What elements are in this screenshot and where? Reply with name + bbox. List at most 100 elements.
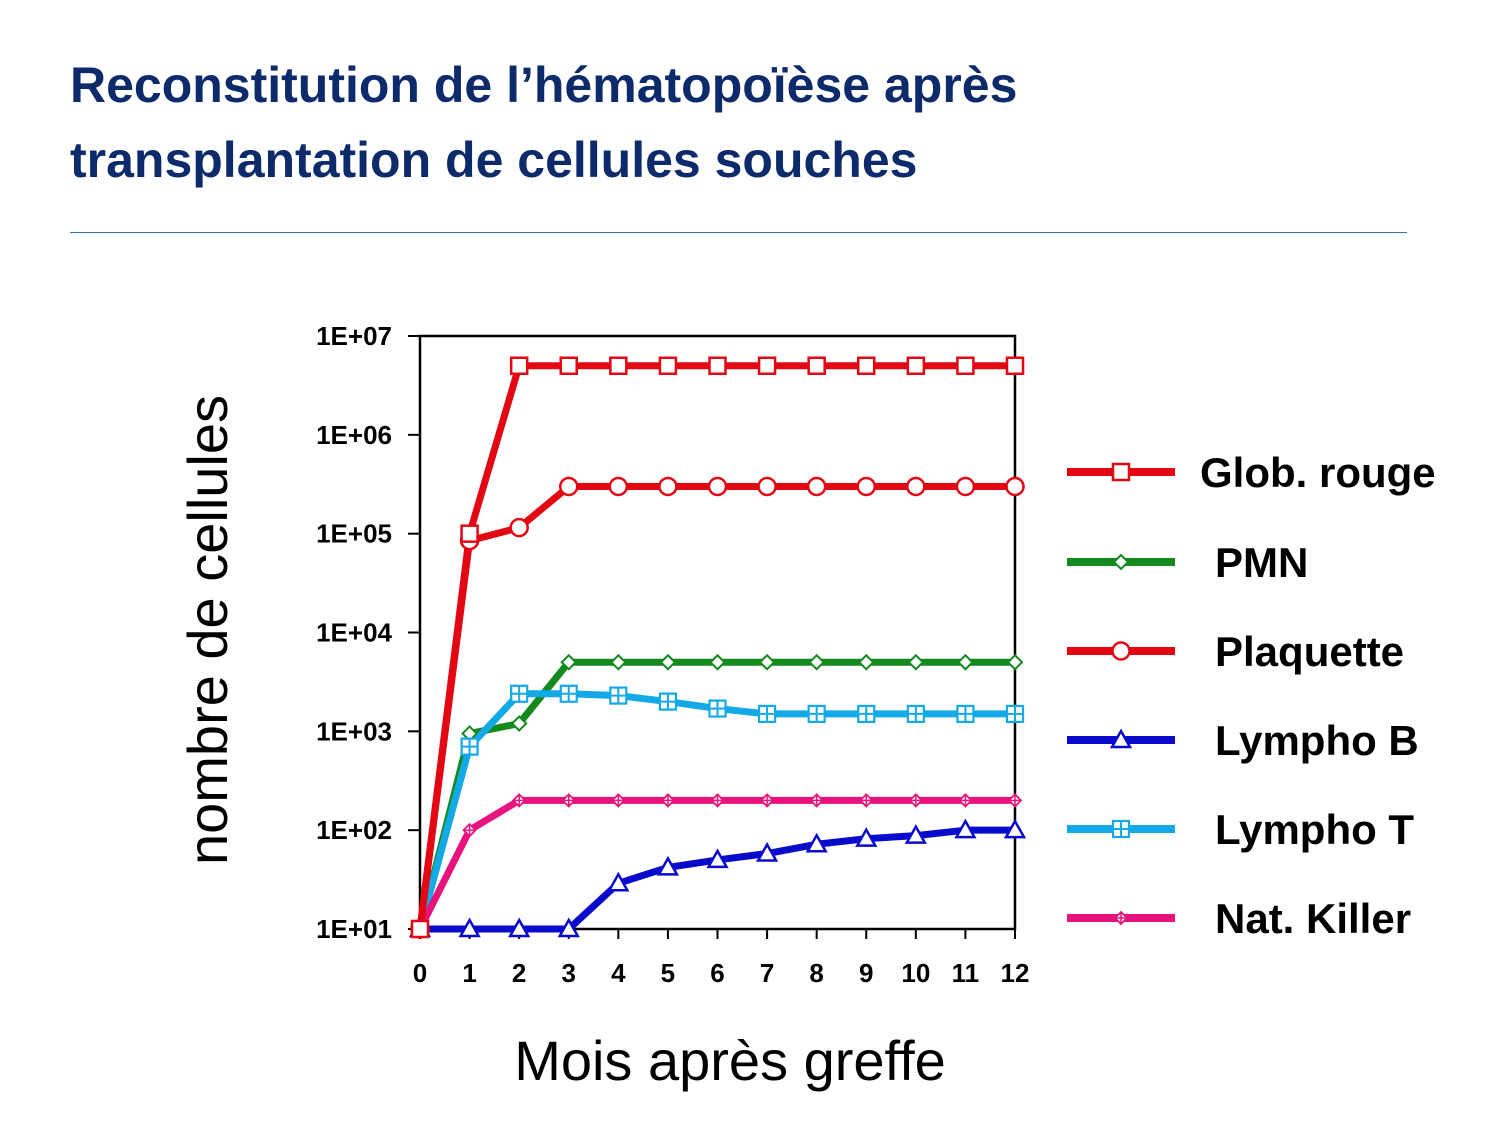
data-point-s5-6: [710, 793, 725, 808]
data-point-s4-2: [510, 684, 529, 703]
legend-marker: [1113, 910, 1129, 926]
data-point-s4-12: [1005, 704, 1025, 724]
data-point-s2-6: [707, 476, 728, 497]
data-point-s0-10: [906, 356, 926, 376]
data-point-s3-7: [755, 841, 779, 862]
legend-marker: [1112, 553, 1130, 571]
data-point-s1-3: [560, 653, 578, 671]
data-point-s2-4: [608, 476, 629, 497]
y-tick-label: 1E+07: [316, 321, 392, 351]
x-tick-label: 11: [952, 958, 980, 988]
data-point-s1-5: [659, 653, 677, 671]
legend-label: Nat. Killer: [1215, 895, 1411, 942]
legend-marker: [1111, 819, 1131, 839]
x-tick-label: 0: [413, 958, 427, 988]
title-divider: [70, 232, 1407, 233]
data-point-s3-10: [904, 824, 927, 844]
y-tick-label: 1E+05: [316, 519, 392, 549]
data-point-s1-7: [758, 653, 776, 671]
data-point-s4-11: [956, 704, 975, 724]
data-point-s4-5: [658, 692, 678, 711]
x-tick-label: 4: [611, 958, 626, 988]
data-point-s5-1: [462, 822, 477, 838]
slide-title: Reconstitution de l’hématopoïèse après t…: [70, 48, 1370, 198]
data-point-s3-8: [805, 832, 828, 853]
x-tick-label: 1: [462, 958, 476, 988]
data-point-s2-10: [906, 476, 926, 497]
x-tick-label: 2: [512, 958, 526, 988]
data-point-s2-5: [658, 476, 678, 497]
data-point-s1-6: [709, 653, 726, 671]
data-point-s4-8: [807, 704, 826, 724]
data-point-s3-12: [1003, 818, 1027, 839]
x-tick-label: 10: [901, 958, 930, 988]
y-tick-label: 1E+06: [316, 420, 392, 450]
data-point-s2-8: [806, 476, 827, 497]
legend-label: PMN: [1215, 539, 1308, 586]
data-point-s2-12: [1005, 476, 1025, 497]
series-line-0: [416, 362, 1019, 933]
data-point-s1-10: [907, 653, 925, 671]
slide-title-line-2: transplantation de cellules souches: [70, 132, 918, 188]
data-point-s1-8: [808, 653, 826, 671]
data-point-s4-6: [708, 699, 727, 718]
x-tick-label: 5: [661, 958, 675, 988]
data-point-s1-2: [510, 715, 528, 732]
x-axis-title: Mois après greffe: [514, 1029, 946, 1092]
legend-marker: [1109, 728, 1133, 749]
data-point-s5-4: [611, 793, 626, 808]
data-point-s2-7: [757, 476, 777, 497]
data-point-s0-0: [410, 919, 430, 939]
data-point-s4-7: [757, 704, 777, 724]
data-point-s5-3: [561, 793, 577, 808]
data-point-s0-2: [509, 356, 529, 376]
data-point-s1-9: [857, 653, 875, 671]
legend-item-5: Nat. Killer: [1067, 895, 1411, 942]
y-tick-label: 1E+03: [316, 716, 392, 746]
data-point-s2-2: [509, 517, 529, 538]
data-point-s3-5: [656, 855, 680, 876]
data-point-s3-3: [557, 917, 580, 938]
legend-label: Glob. rouge: [1200, 449, 1436, 496]
data-point-s3-2: [508, 917, 531, 938]
data-point-s4-4: [609, 686, 628, 705]
data-point-s3-1: [458, 917, 481, 938]
legend-marker: [1111, 641, 1131, 661]
data-point-s1-4: [609, 653, 627, 671]
y-tick-label: 1E+02: [316, 815, 392, 845]
series-line-3: [416, 826, 1019, 933]
data-point-s5-9: [858, 793, 874, 808]
legend-item-1: PMN: [1067, 539, 1308, 586]
data-point-s2-3: [559, 476, 579, 497]
data-point-s0-3: [559, 356, 578, 376]
data-point-s4-10: [906, 704, 925, 724]
data-point-s5-2: [511, 793, 527, 808]
data-point-s1-11: [957, 653, 974, 671]
data-point-s4-3: [559, 684, 578, 703]
data-point-s0-1: [460, 524, 479, 543]
data-point-s5-11: [958, 793, 973, 808]
data-point-s0-9: [857, 356, 876, 376]
plot-area-frame: [418, 334, 1017, 931]
legend-item-2: Plaquette: [1067, 628, 1404, 675]
data-point-s3-11: [954, 818, 977, 839]
data-point-s0-4: [609, 356, 628, 376]
data-point-s2-11: [955, 476, 976, 497]
data-point-s5-8: [809, 793, 824, 808]
x-tick-label: 7: [760, 958, 774, 988]
legend-label: Plaquette: [1215, 628, 1404, 675]
y-tick-label: 1E+01: [316, 914, 392, 944]
data-point-s3-4: [607, 871, 630, 892]
legend-label: Lympho T: [1215, 806, 1414, 853]
data-point-s0-11: [956, 356, 975, 376]
data-point-s0-5: [658, 356, 678, 376]
data-point-s5-5: [660, 793, 676, 808]
x-tick-label: 8: [809, 958, 823, 988]
x-tick-label: 3: [562, 958, 576, 988]
legend-marker: [1111, 462, 1131, 482]
data-point-s3-6: [706, 848, 729, 869]
data-point-s0-8: [807, 356, 826, 376]
data-point-s0-6: [708, 356, 727, 376]
data-point-s4-9: [857, 704, 876, 724]
